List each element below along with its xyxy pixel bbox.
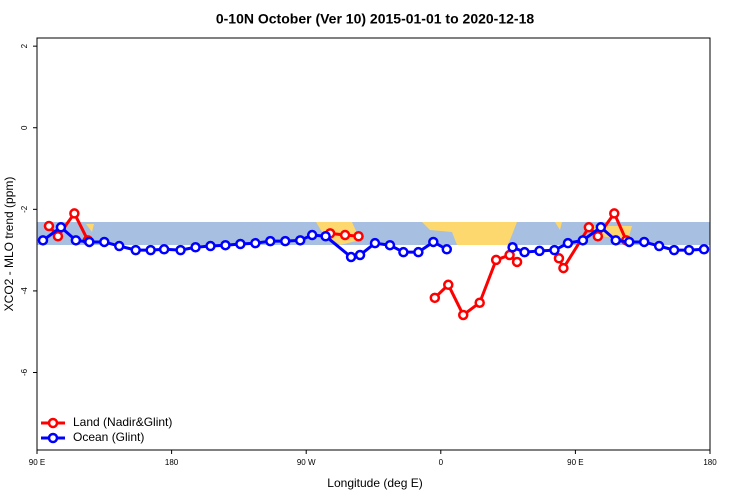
y-tick-label: 2 (20, 43, 29, 48)
data-point (490, 254, 502, 266)
x-tick-label: 90 E (567, 458, 583, 467)
data-point (339, 229, 351, 241)
data-point (519, 246, 530, 258)
y-tick-label: 0 (20, 125, 29, 130)
legend-label: Land (Nadir&Glint) (73, 415, 172, 429)
y-tick-label: -4 (20, 287, 29, 295)
data-point (698, 244, 710, 255)
data-point (69, 208, 80, 219)
map-strip (37, 222, 710, 245)
data-point (114, 240, 125, 252)
plot-frame (36, 37, 711, 451)
data-point (428, 236, 439, 248)
data-point (384, 239, 396, 251)
legend-marker (47, 432, 59, 444)
data-point (638, 236, 650, 248)
data-point (306, 229, 318, 241)
legend-label: Ocean (Glint) (73, 430, 144, 444)
data-point (534, 245, 545, 257)
data-point (158, 244, 170, 255)
data-point (99, 236, 110, 248)
data-point (583, 222, 595, 233)
chart-title: 0-10N October (Ver 10) 2015-01-01 to 202… (216, 11, 534, 27)
data-point (623, 236, 635, 248)
data-point (369, 237, 381, 249)
data-point (175, 244, 186, 256)
y-axis-label: XCO2 - MLO trend (ppm) (2, 177, 16, 312)
data-point (84, 236, 95, 248)
data-point (37, 235, 49, 246)
data-point (558, 262, 569, 274)
data-point (653, 240, 665, 252)
data-point (413, 246, 424, 258)
y-tick-label: -6 (20, 368, 29, 376)
data-point (145, 244, 156, 256)
data-point (683, 244, 695, 256)
data-point (609, 208, 620, 219)
data-point (353, 230, 364, 242)
x-axis-label: Longitude (deg E) (327, 476, 422, 490)
data-point (457, 309, 469, 321)
legend-marker (47, 417, 59, 429)
data-point (354, 249, 366, 261)
data-point (70, 235, 82, 246)
data-point (562, 237, 574, 249)
data-point (553, 253, 565, 264)
data-point (43, 220, 55, 232)
data-point (265, 235, 276, 247)
data-point (474, 297, 485, 308)
data-point (294, 235, 306, 246)
data-point (398, 246, 409, 258)
data-point (235, 238, 246, 250)
data-point (511, 256, 523, 268)
x-tick-label: 180 (165, 458, 179, 467)
data-point (190, 242, 201, 253)
x-tick-label: 90 W (297, 458, 316, 467)
data-point (507, 242, 518, 253)
y-tick-label: -2 (20, 205, 29, 213)
data-point (52, 230, 64, 242)
data-point (205, 240, 216, 252)
series-line (42, 225, 448, 259)
data-point (595, 222, 607, 233)
data-point (220, 239, 231, 251)
data-point (250, 237, 261, 249)
data-point (429, 292, 441, 304)
data-point (320, 230, 331, 242)
x-tick-label: 180 (703, 458, 717, 467)
data-point (345, 251, 357, 263)
x-tick-label: 90 E (29, 458, 45, 467)
data-point (610, 235, 622, 246)
data-point (592, 230, 604, 242)
data-point (130, 244, 141, 256)
data-point (443, 279, 454, 291)
x-tick-label: 0 (439, 458, 444, 467)
data-point (577, 235, 589, 246)
data-point (55, 222, 67, 233)
data-point (280, 235, 291, 247)
data-point (549, 244, 560, 256)
data-point (441, 244, 453, 255)
data-point (668, 244, 680, 256)
